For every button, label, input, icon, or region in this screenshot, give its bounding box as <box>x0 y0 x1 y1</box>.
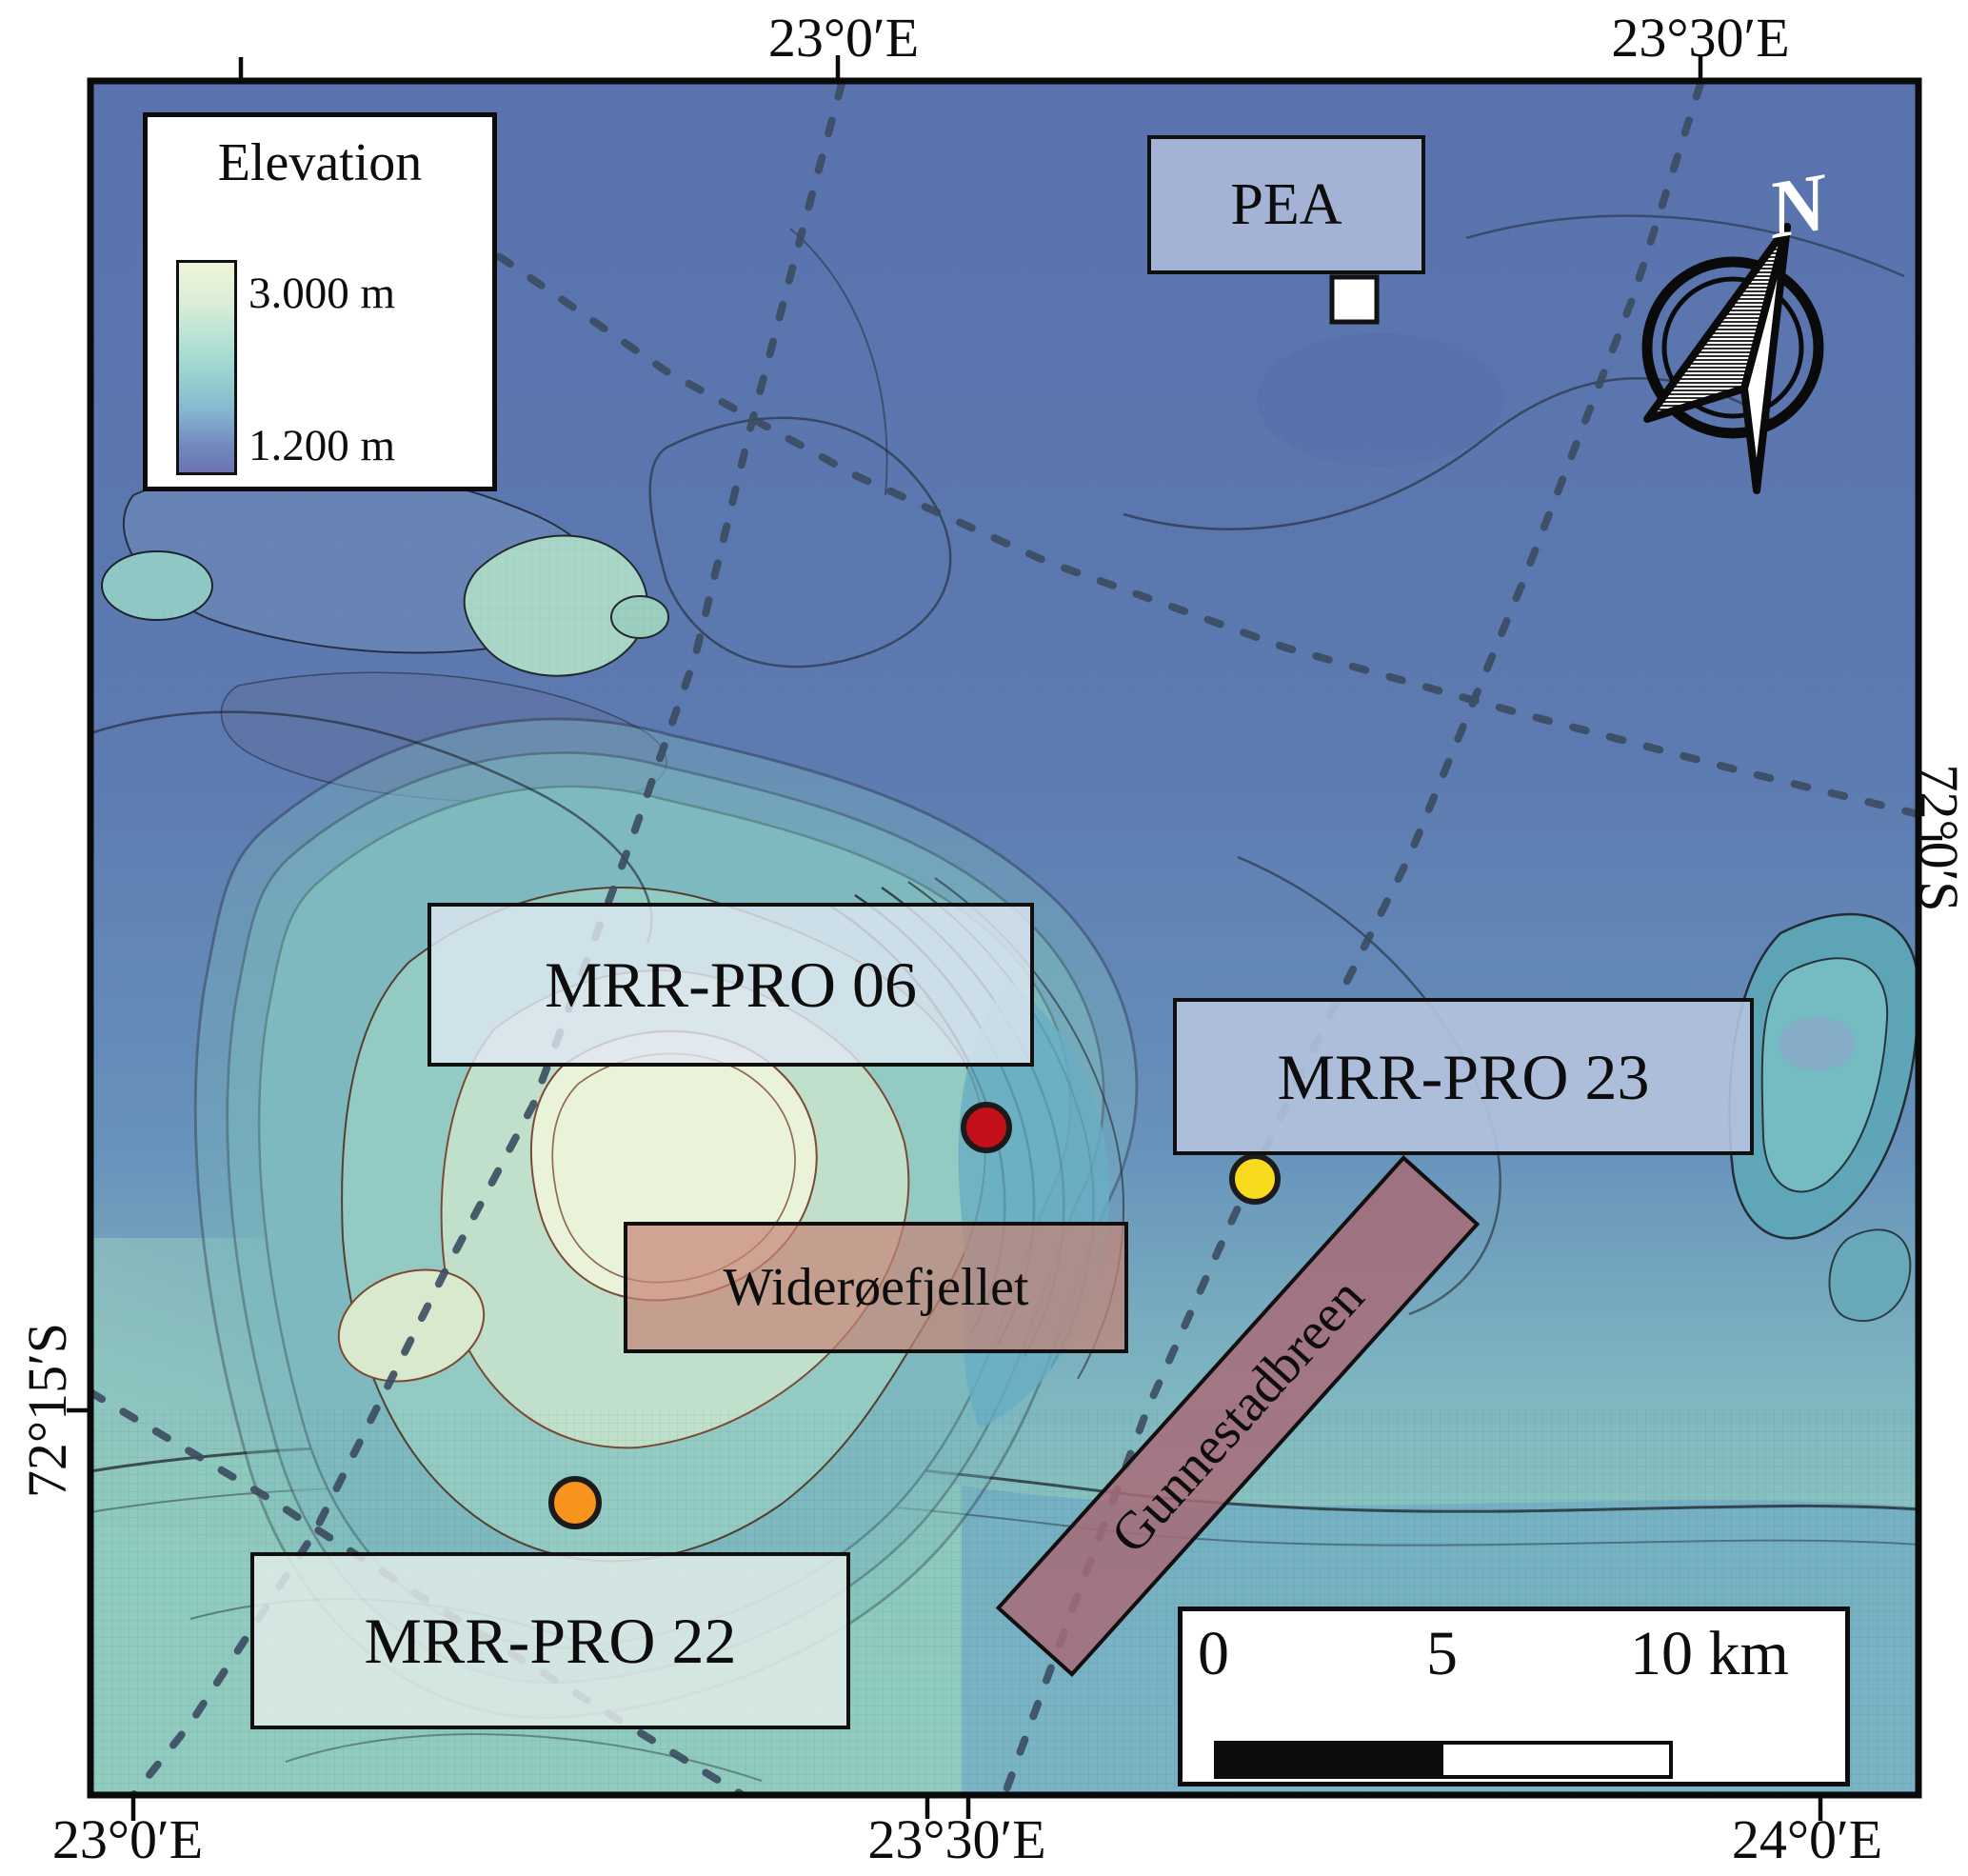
map-frame <box>87 77 1922 1799</box>
axis-label-right-72-0S: 72°0′S <box>1908 764 1968 912</box>
mrr-pro-23-marker <box>1229 1153 1281 1205</box>
wideroefjellet-label: Widerøefjellet <box>624 1222 1128 1353</box>
north-arrow-icon <box>1641 223 1824 494</box>
scale-tick-10: 10 km <box>1630 1619 1789 1688</box>
mrr-pro-06-label: MRR-PRO 06 <box>427 903 1034 1067</box>
scale-bar: 0 5 10 km <box>1178 1607 1850 1786</box>
scale-bar-filled-segment <box>1218 1745 1443 1775</box>
terrain-massif-sw-summit <box>337 1268 486 1383</box>
pea-label: PEA <box>1147 135 1425 274</box>
axis-label-bottom-23-0E: 23°0′E <box>51 1808 204 1870</box>
legend-title: Elevation <box>217 133 423 192</box>
scale-tick-0: 0 <box>1198 1619 1229 1688</box>
axis-label-bottom-24-0E: 24°0′E <box>1731 1808 1883 1870</box>
north-arrow-label: N <box>1760 155 1835 256</box>
axis-label-bottom-23-30E: 23°30′E <box>867 1808 1046 1870</box>
legend-min-value: 1.200 m <box>248 421 396 470</box>
terrain-east-tint <box>1779 1017 1855 1070</box>
elevation-colorbar <box>176 260 237 475</box>
axis-label-top-23-0E: 23°0′E <box>767 7 920 69</box>
elevation-legend: Elevation 3.000 m 1.200 m <box>143 112 497 491</box>
axis-ticks <box>67 55 1942 1821</box>
legend-max-value: 3.000 m <box>248 269 396 318</box>
axis-label-left-72-15S: 72°15′S <box>16 1322 78 1499</box>
mrr-pro-22-marker <box>548 1476 602 1529</box>
scale-tick-5: 5 <box>1426 1619 1458 1688</box>
mrr-pro-06-marker <box>961 1102 1012 1153</box>
terrain-east-mountains-inner <box>1760 957 1889 1193</box>
mrr-pro-22-label: MRR-PRO 22 <box>250 1552 850 1729</box>
pea-station-marker <box>1329 274 1380 325</box>
mrr-pro-23-label: MRR-PRO 23 <box>1173 998 1754 1155</box>
axis-label-top-23-30E: 23°30′E <box>1611 7 1790 69</box>
scale-bar-track <box>1214 1741 1673 1779</box>
terrain-east-mountains-2 <box>1828 1228 1912 1323</box>
graticule-parallel-72-15S <box>90 1388 746 1795</box>
